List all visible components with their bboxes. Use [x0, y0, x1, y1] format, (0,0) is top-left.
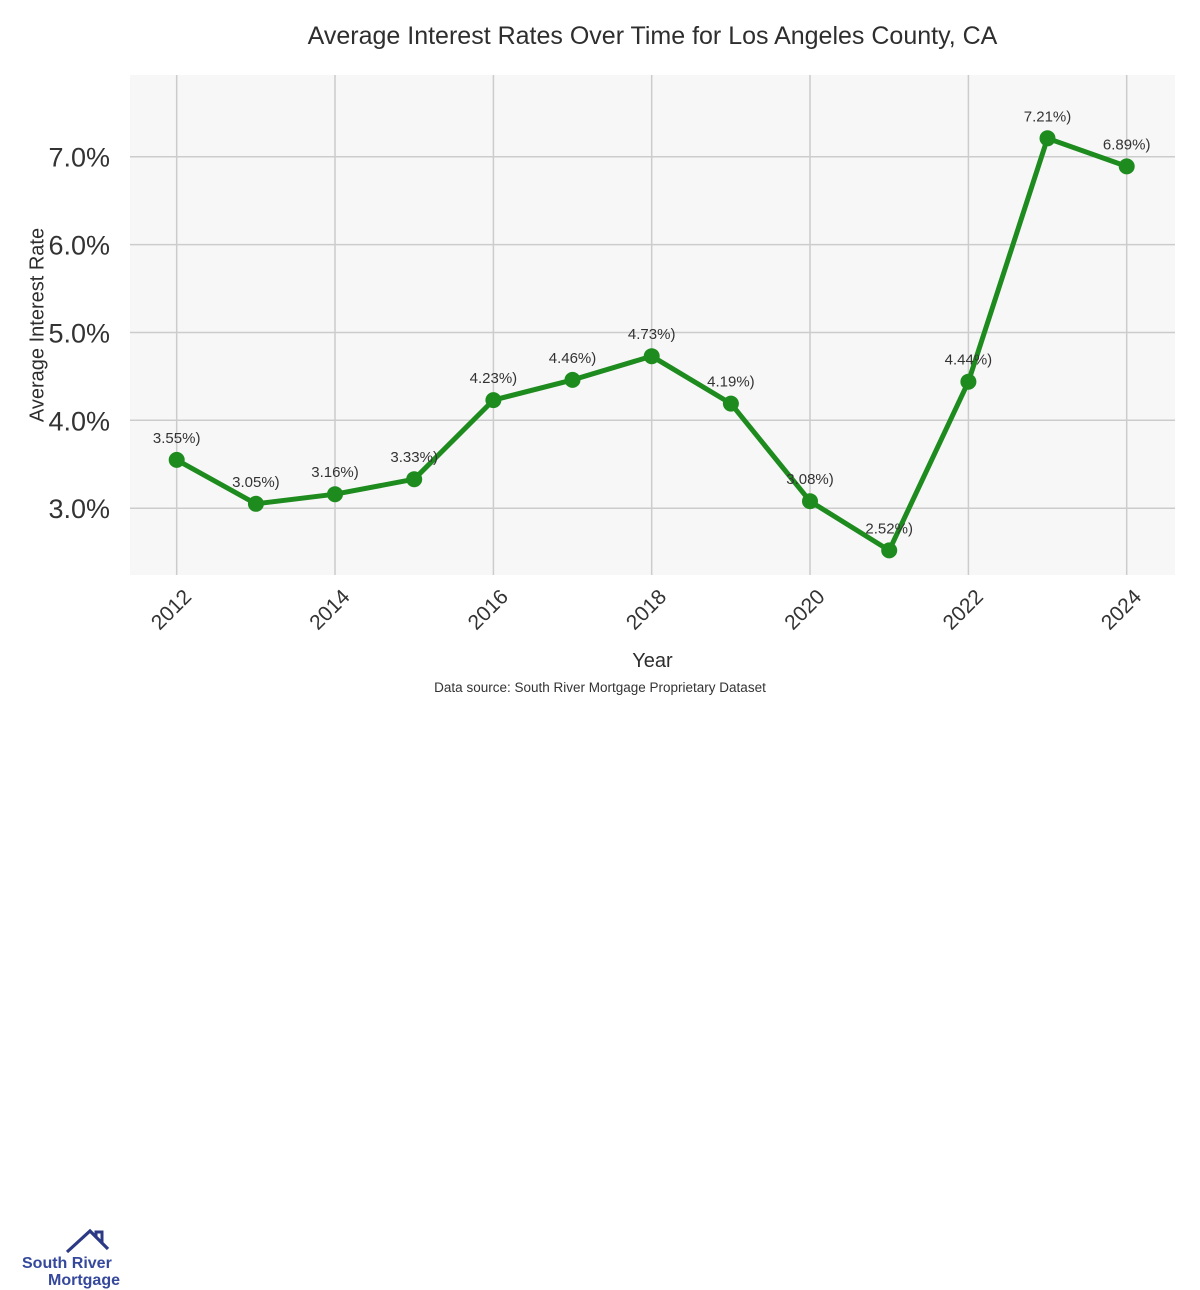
data-point-2024 — [1118, 158, 1135, 175]
point-label-2021: 2.52%) — [865, 520, 913, 537]
data-point-2016 — [485, 392, 502, 409]
chart-title: Average Interest Rates Over Time for Los… — [307, 22, 998, 50]
x-tick-label-2012: 2012 — [147, 585, 196, 634]
data-source-note: Data source: South River Mortgage Propri… — [434, 680, 766, 695]
point-label-2024: 6.89%) — [1103, 136, 1151, 153]
point-label-2012: 3.55%) — [153, 430, 201, 447]
plot-area — [130, 75, 1175, 575]
line-chart: 3.0% 4.0% 5.0% 6.0% 7.0% 2012 2014 2016 2018 2020… — [48, 75, 1175, 635]
logo-text-line1: South River — [22, 1255, 112, 1272]
data-point-2012 — [168, 451, 185, 468]
data-point-2015 — [406, 471, 423, 488]
logo-text-line2: Mortgage — [48, 1272, 120, 1289]
x-tick-label-2024: 2024 — [1097, 585, 1147, 635]
point-label-2016: 4.23%) — [470, 370, 518, 387]
y-tick-label-3.0%: 3.0% — [48, 494, 110, 524]
south-river-mortgage-logo: South River Mortgage — [0, 610, 140, 1289]
data-point-2017 — [564, 371, 581, 388]
x-tick-label-2018: 2018 — [622, 585, 671, 634]
x-tick-label-2022: 2022 — [939, 585, 988, 634]
data-point-2022 — [960, 373, 977, 390]
x-tick-label-2020: 2020 — [780, 585, 829, 634]
point-label-2015: 3.33%) — [390, 449, 438, 466]
data-point-2019 — [722, 395, 739, 412]
point-label-2020: 3.08%) — [786, 471, 834, 488]
point-label-2019: 4.19%) — [707, 374, 755, 391]
y-tick-label-4.0%: 4.0% — [48, 406, 110, 436]
x-axis-title: Year — [632, 650, 673, 672]
data-point-2013 — [247, 495, 264, 512]
data-point-2023 — [1039, 130, 1056, 147]
data-point-2018 — [643, 348, 660, 365]
point-label-2023: 7.21%) — [1024, 108, 1072, 125]
x-tick-label-2014: 2014 — [305, 585, 355, 635]
y-tick-label-6.0%: 6.0% — [48, 231, 110, 261]
data-point-2020 — [802, 493, 818, 510]
point-label-2018: 4.73%) — [628, 326, 676, 343]
y-tick-label-5.0%: 5.0% — [48, 319, 110, 349]
point-label-2022: 4.44%) — [945, 352, 993, 369]
point-label-2017: 4.46%) — [549, 350, 597, 367]
x-tick-label-2016: 2016 — [464, 585, 513, 634]
y-axis-title: Average Interest Rate — [26, 227, 49, 423]
point-label-2014: 3.16%) — [311, 464, 359, 481]
y-tick-label-7.0%: 7.0% — [48, 143, 110, 173]
house-roof-icon — [65, 1228, 110, 1254]
point-label-2013: 3.05%) — [232, 474, 280, 491]
data-point-2014 — [327, 486, 343, 503]
data-point-2021 — [881, 542, 898, 559]
